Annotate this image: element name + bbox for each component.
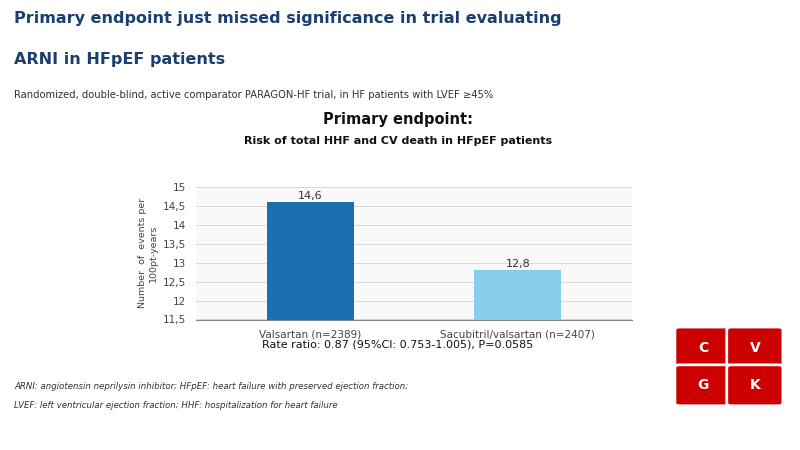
Bar (474, 270, 562, 450)
FancyBboxPatch shape (675, 327, 731, 368)
Text: ARNI in HFpEF patients: ARNI in HFpEF patients (14, 52, 226, 67)
Text: LVEF: left ventricular ejection fraction; HHF: hospitalization for heart failure: LVEF: left ventricular ejection fraction… (14, 401, 338, 410)
Text: Solomon SD et al., ESC 2019: Solomon SD et al., ESC 2019 (12, 428, 142, 437)
Text: G: G (698, 378, 709, 392)
FancyBboxPatch shape (673, 324, 787, 407)
Text: 14,6: 14,6 (298, 191, 322, 201)
Text: ARNI: angiotensin neprilysin inhibitor; HFpEF: heart failure with preserved ejec: ARNI: angiotensin neprilysin inhibitor; … (14, 382, 409, 391)
Text: Rate ratio: 0.87 (95%CI: 0.753-1.005), P=0.0585: Rate ratio: 0.87 (95%CI: 0.753-1.005), P… (262, 340, 534, 350)
FancyBboxPatch shape (675, 365, 731, 406)
Text: Primary endpoint:: Primary endpoint: (323, 112, 473, 126)
Text: Risk of total HHF and CV death in HFpEF patients: Risk of total HHF and CV death in HFpEF … (244, 136, 552, 146)
Y-axis label: Number  of  events per
100pt-years: Number of events per 100pt-years (138, 198, 158, 308)
Text: V: V (750, 341, 760, 355)
Text: Randomized, double-blind, active comparator PARAGON-HF trial, in HF patients wit: Randomized, double-blind, active compara… (14, 90, 494, 100)
Text: C: C (698, 341, 708, 355)
Text: 12,8: 12,8 (506, 259, 530, 269)
Bar (266, 202, 354, 450)
FancyBboxPatch shape (726, 365, 783, 406)
Text: K: K (750, 378, 760, 392)
Text: Primary endpoint just missed significance in trial evaluating: Primary endpoint just missed significanc… (14, 11, 562, 26)
FancyBboxPatch shape (726, 327, 783, 368)
